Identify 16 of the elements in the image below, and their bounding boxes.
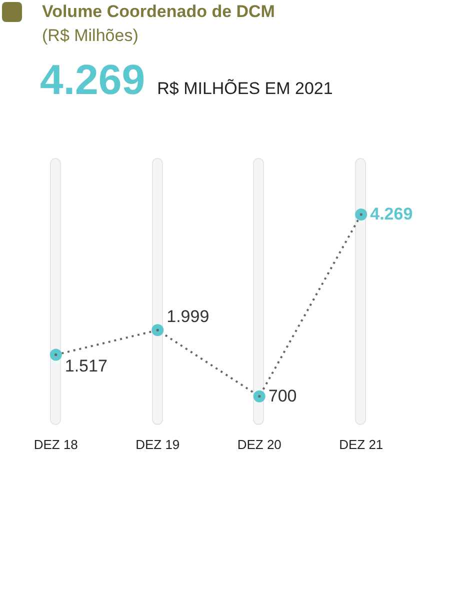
x-tick-label: DEZ 20 [237, 437, 282, 452]
text: 4.269 [40, 56, 146, 104]
point [355, 208, 368, 221]
point [152, 324, 164, 336]
chart-subtitle: (R$ Milhões) [42, 26, 138, 46]
point [50, 348, 62, 361]
text: R$ MILHÕES EM 2021 [157, 79, 333, 99]
data-label: 700 [268, 386, 297, 406]
data-label: 1.999 [166, 307, 210, 326]
data-label: 1.517 [64, 356, 108, 376]
x-tick-label: DEZ 18 [34, 437, 78, 452]
point [253, 390, 266, 402]
x-tick-label: DEZ 19 [136, 437, 180, 452]
x-tick-label: DEZ 21 [339, 437, 384, 452]
chart-title: Volume Coordenado de DCM [42, 2, 275, 22]
data-label: 4.269 [370, 204, 413, 224]
